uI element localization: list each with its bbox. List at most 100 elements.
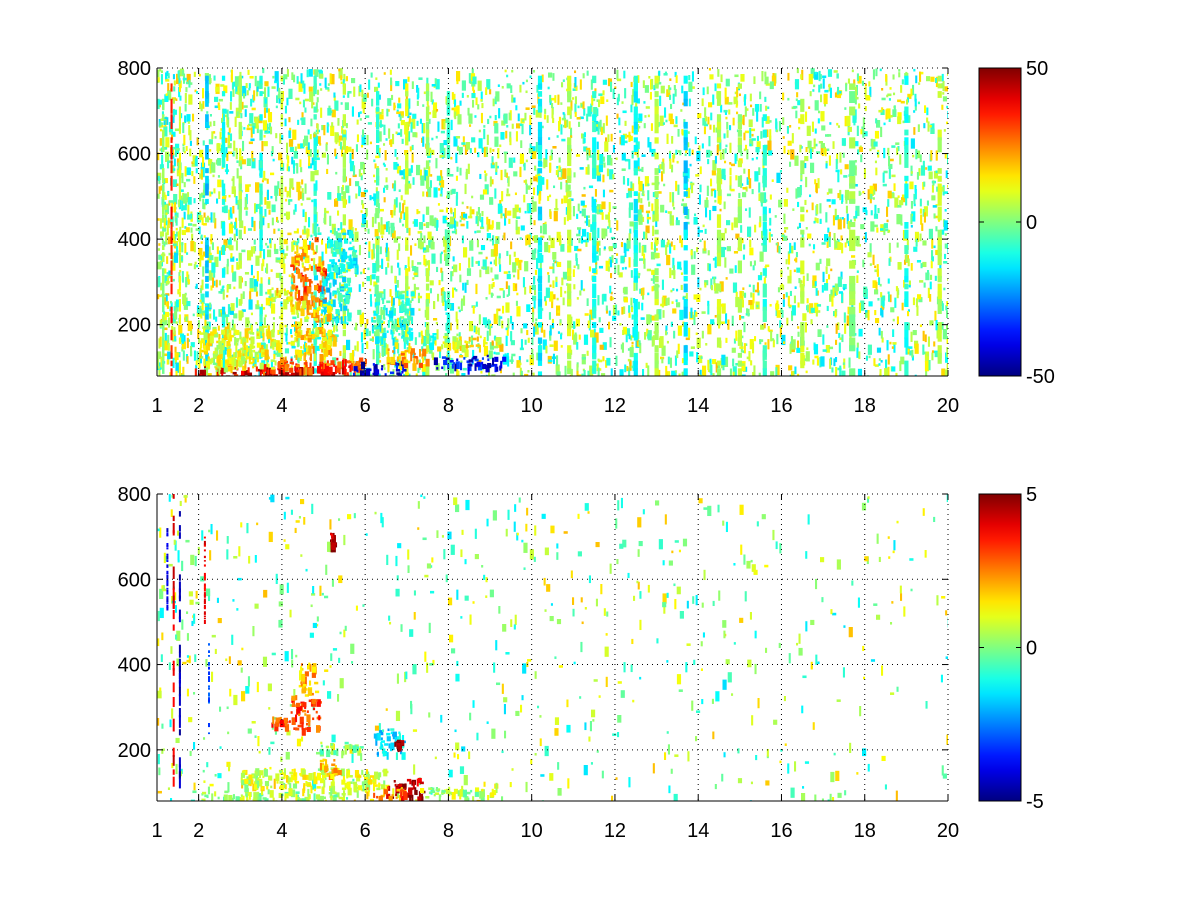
heatmap-cell: [744, 106, 747, 117]
heatmap-cell: [725, 144, 728, 148]
heatmap-cell: [719, 304, 725, 307]
heatmap-cell: [769, 81, 774, 90]
heatmap-cell: [381, 258, 384, 269]
heatmap-cell: [270, 196, 273, 199]
heatmap-cell: [276, 220, 279, 223]
heatmap-column-segment: [567, 214, 572, 220]
heatmap-cell: [515, 226, 520, 235]
heatmap-cell: [594, 255, 599, 261]
heatmap-cell: [436, 219, 439, 228]
heatmap-cell: [383, 197, 386, 203]
heatmap-cell: [624, 158, 629, 162]
heatmap-cell: [632, 183, 635, 191]
heatmap-cell: [455, 289, 458, 292]
heatmap-cell: [632, 88, 635, 97]
heatmap-cell: [946, 347, 948, 358]
heatmap-cell: [869, 86, 872, 98]
heatmap-cell: [665, 119, 668, 123]
heatmap-cell: [780, 324, 783, 328]
heatmap-cell: [182, 122, 185, 134]
heatmap-cell: [297, 355, 300, 364]
heatmap-cell: [596, 206, 599, 210]
heatmap-cell: [706, 185, 709, 196]
heatmap-cell: [227, 132, 230, 135]
heatmap-cell: [355, 144, 358, 152]
heatmap-cell: [182, 333, 185, 344]
heatmap-cell: [423, 250, 426, 253]
heatmap-cell: [576, 117, 581, 120]
heatmap-column-segment: [170, 314, 173, 324]
heatmap-cell: [944, 86, 948, 92]
heatmap-cell: [742, 287, 745, 290]
heatmap-cell: [841, 292, 844, 303]
heatmap-cell: [246, 90, 249, 96]
heatmap-cell: [662, 122, 665, 125]
heatmap-cell: [925, 167, 928, 170]
heatmap-cell: [590, 329, 595, 338]
heatmap-cell: [480, 245, 486, 251]
heatmap-cell: [266, 263, 269, 274]
heatmap-cell: [182, 205, 187, 211]
heatmap-column-segment: [592, 306, 597, 319]
heatmap-cell: [245, 184, 250, 192]
heatmap-cell: [476, 211, 479, 217]
heatmap-cell: [167, 276, 170, 285]
heatmap-cell: [586, 298, 589, 306]
heatmap-cell: [581, 208, 586, 217]
heatmap-cell: [387, 98, 392, 106]
heatmap-cell: [270, 151, 273, 157]
heatmap-cell: [582, 205, 587, 208]
heatmap-cell: [805, 370, 808, 374]
heatmap-cell: [459, 274, 462, 283]
heatmap-column-segment: [567, 368, 572, 375]
heatmap-cell: [219, 131, 222, 140]
heatmap-cell: [859, 145, 862, 149]
heatmap-cell: [815, 262, 820, 271]
heatmap-cell: [810, 319, 813, 325]
heatmap-cell: [524, 112, 527, 121]
heatmap-cell: [279, 237, 282, 245]
heatmap-cell: [760, 324, 765, 330]
heatmap-cell: [834, 208, 837, 217]
heatmap-cell: [199, 173, 202, 179]
heatmap-cell: [810, 148, 813, 159]
heatmap-cell: [751, 157, 754, 161]
heatmap-cell: [779, 320, 782, 328]
heatmap-cell: [222, 195, 227, 198]
heatmap-cell: [781, 334, 786, 346]
heatmap-cell: [811, 202, 814, 211]
heatmap-cell: [479, 219, 482, 223]
heatmap-cell: [484, 170, 487, 174]
heatmap-cell: [611, 255, 614, 263]
heatmap-cell: [480, 226, 485, 230]
heatmap-cell: [519, 259, 522, 271]
heatmap-cell: [203, 185, 206, 193]
heatmap-column-segment: [162, 98, 165, 110]
heatmap-cell: [408, 317, 411, 325]
heatmap-cell: [602, 356, 605, 362]
heatmap-column-segment: [425, 121, 430, 134]
heatmap-cell: [717, 69, 720, 77]
heatmap-cell: [589, 232, 592, 241]
heatmap-cell: [416, 120, 419, 126]
heatmap-cell: [222, 114, 225, 122]
heatmap-cell: [840, 169, 843, 175]
heatmap-cell: [456, 333, 459, 337]
heatmap-cell: [610, 157, 613, 166]
heatmap-cell: [892, 74, 895, 80]
heatmap-column-segment: [162, 283, 165, 299]
heatmap-cell: [915, 149, 918, 160]
heatmap-column-segment: [162, 360, 165, 374]
heatmap-cell: [470, 209, 475, 215]
heatmap-cell: [660, 303, 665, 307]
heatmap-column-segment: [221, 75, 226, 81]
heatmap-cell: [337, 317, 342, 320]
heatmap-cell: [930, 274, 933, 280]
heatmap-cell: [529, 125, 532, 136]
heatmap-cell: [275, 257, 278, 263]
heatmap-cell: [270, 298, 273, 309]
heatmap-cell: [217, 179, 222, 188]
heatmap-cell: [919, 198, 922, 207]
heatmap-cell: [627, 188, 633, 191]
heatmap-cell: [336, 287, 339, 293]
